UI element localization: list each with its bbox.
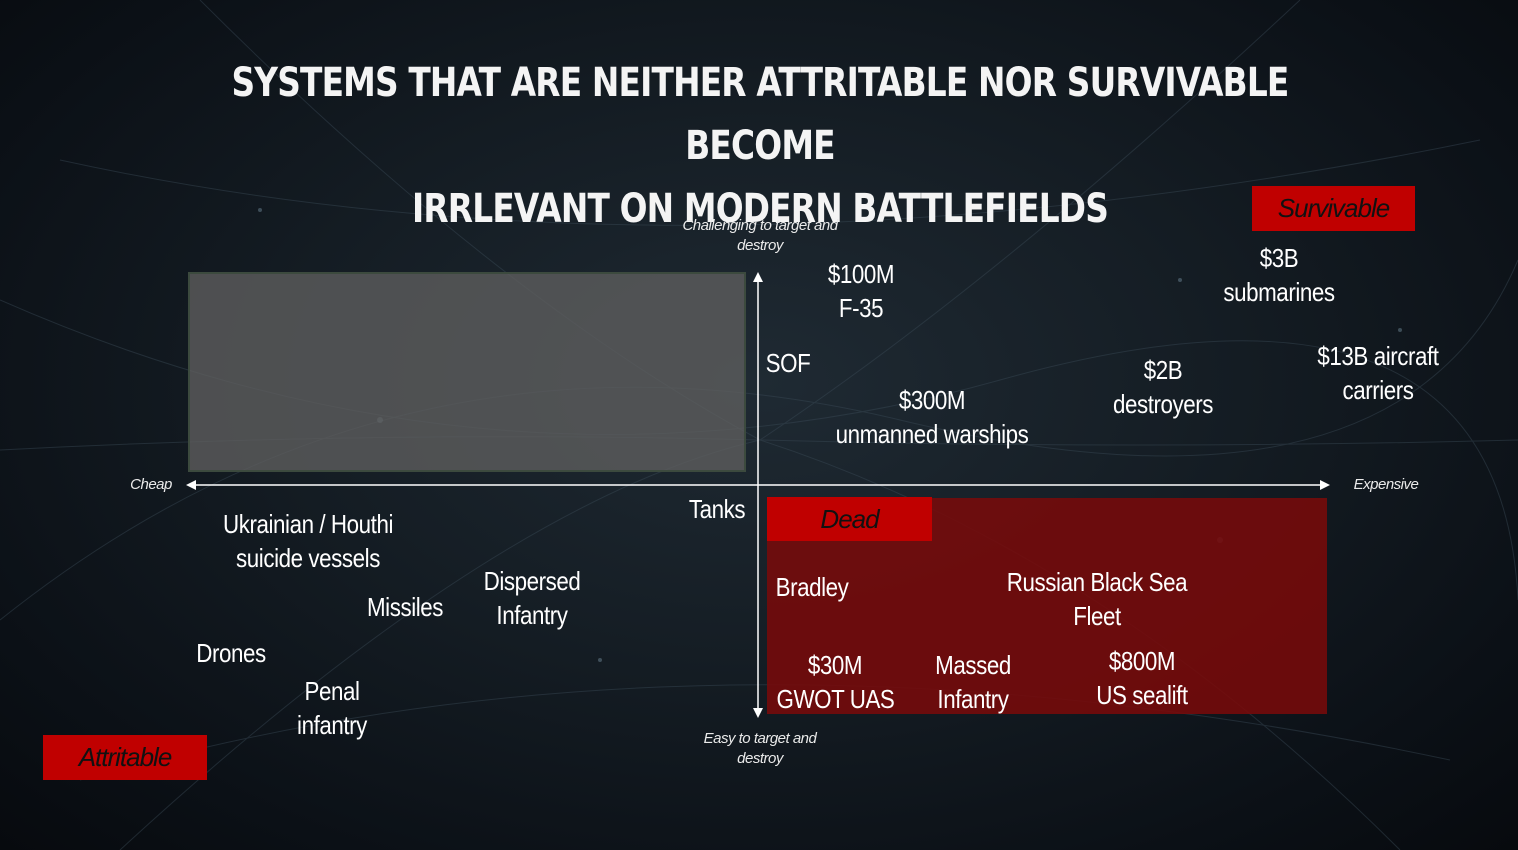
item-f35: $100M F-35 bbox=[827, 259, 895, 323]
item-submarines: $3B submarines bbox=[1223, 243, 1335, 307]
y-axis-bottom-label: Easy to target and destroy bbox=[703, 730, 817, 767]
attritable-tag: Attritable bbox=[43, 735, 207, 780]
item-massed-infantry: Massed Infantry bbox=[935, 650, 1011, 714]
item-tanks: Tanks bbox=[688, 494, 746, 524]
x-axis-right-label: Expensive bbox=[1353, 476, 1419, 493]
item-penal-infantry: Penal infantry bbox=[297, 676, 367, 740]
item-drones: Drones bbox=[196, 638, 266, 668]
item-dispersed-infantry: Dispersed Infantry bbox=[483, 566, 581, 630]
item-sof: SOF bbox=[765, 348, 811, 378]
item-bradley: Bradley bbox=[775, 572, 849, 602]
item-aircraft-carriers: $13B aircraft carriers bbox=[1317, 341, 1439, 405]
gray-zone-box bbox=[188, 272, 746, 472]
item-russian-black-sea-fleet: Russian Black Sea Fleet bbox=[1006, 567, 1188, 631]
x-axis-left-label: Cheap bbox=[130, 476, 172, 493]
item-unmanned-warships: $300M unmanned warships bbox=[835, 385, 1029, 449]
item-suicide-vessels: Ukrainian / Houthi suicide vessels bbox=[223, 509, 393, 573]
slide-title: SYSTEMS THAT ARE NEITHER ATTRITABLE NOR … bbox=[186, 52, 1334, 241]
title-line-2: IRRLEVANT ON MODERN BATTLEFIELDS bbox=[411, 186, 1109, 232]
item-us-sealift: $800M US sealift bbox=[1096, 646, 1188, 710]
item-missiles: Missiles bbox=[366, 592, 444, 622]
dead-tag: Dead bbox=[767, 497, 932, 541]
survivable-tag: Survivable bbox=[1252, 186, 1415, 231]
title-line-1: SYSTEMS THAT ARE NEITHER ATTRITABLE NOR … bbox=[231, 60, 1289, 169]
item-gwot-uas: $30M GWOT UAS bbox=[776, 650, 895, 714]
y-axis-top-label: Challenging to target and destroy bbox=[682, 217, 838, 254]
item-destroyers: $2B destroyers bbox=[1112, 355, 1214, 419]
